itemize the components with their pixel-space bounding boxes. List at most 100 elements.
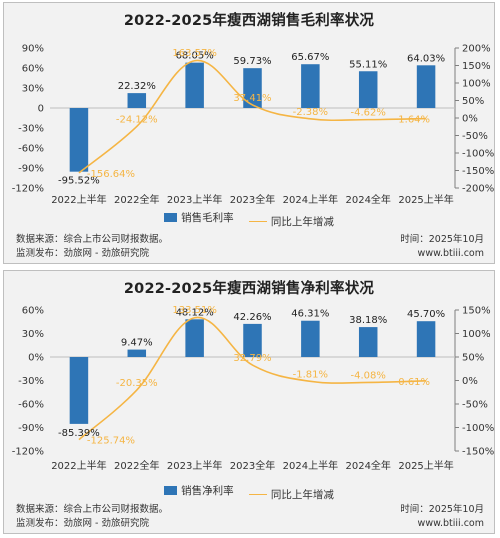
bar-value-label: 64.03% (407, 53, 445, 64)
bar-value-label: -95.52% (58, 176, 100, 187)
right-axis-tick-label: -100% (462, 149, 494, 160)
source-line-2: 监测发布：劲旅网 - 劲旅研究院 (16, 518, 149, 529)
source-note: 数据来源：综合上市公司财报数据。 监测发布：劲旅网 - 劲旅研究院 (16, 233, 168, 261)
left-axis-tick-label: 30% (22, 84, 44, 95)
line-value-label: 133.51% (172, 305, 217, 316)
left-axis-tick-label: -60% (18, 400, 44, 411)
left-axis-tick-label: -60% (18, 144, 44, 155)
bar-value-label: 59.73% (233, 56, 271, 67)
chart-panel-net-margin: 60% 30% 0% -30% -60% -90% -120% 150% 100% 50% 0% -5… (3, 270, 495, 534)
bar-value-label: -85.39% (58, 428, 100, 439)
right-axis-tick-label: 0% (462, 114, 478, 125)
x-axis-category-label: 2024上半年 (283, 193, 338, 206)
left-axis-tick-label: -90% (18, 423, 44, 434)
bar (185, 319, 204, 357)
legend-swatch-line (248, 494, 267, 495)
x-axis-category-label: 2023全年 (230, 193, 275, 206)
legend-label-line: 同比上年增减 (270, 216, 334, 228)
right-axis-tick-label: 50% (462, 96, 484, 107)
legend-item-bar: 销售毛利率 (164, 210, 234, 225)
left-axis-tick-label: 60% (22, 64, 44, 75)
x-axis-category-label: 2025上半年 (398, 193, 453, 206)
legend-swatch-bar (164, 213, 178, 222)
line-value-label: -156.64% (87, 169, 135, 180)
line-value-label: -1.81% (293, 369, 328, 380)
right-axis-tick-label: -50% (462, 400, 488, 411)
left-axis-tick-label: -90% (18, 164, 44, 175)
bar-value-label: 65.67% (291, 52, 329, 63)
chart-title: 2022-2025年瘦西湖销售毛利率状况 (123, 13, 375, 29)
chart-legend: 销售净利率 同比上年增减 (4, 483, 494, 502)
bar-value-label: 22.32% (118, 81, 156, 92)
source-line-1: 数据来源：综合上市公司财报数据。 (16, 234, 169, 245)
line-value-label: -24.12% (116, 114, 158, 125)
bar-value-label: 48.12% (176, 307, 214, 318)
source-note: 数据来源：综合上市公司财报数据。 监测发布：劲旅网 - 劲旅研究院 (16, 503, 168, 531)
legend-swatch-bar (164, 486, 178, 495)
date-note: 时间：2025年10月 www.btiii.com (400, 503, 484, 531)
bar (185, 62, 204, 108)
left-axis-tick-label: 90% (22, 44, 44, 55)
bar (69, 108, 89, 172)
left-axis-tick-label: -30% (18, 124, 44, 135)
chart-title: 2022-2025年瘦西湖销售净利率状况 (123, 281, 375, 297)
x-axis-category-label: 2022全年 (114, 459, 159, 472)
right-axis-tick-label: -200% (462, 184, 494, 195)
right-axis-tick-label: -100% (462, 423, 494, 434)
x-axis-category-label: 2023全年 (230, 459, 275, 472)
bar (416, 321, 436, 357)
bar-value-label: 55.11% (349, 59, 387, 70)
bar (358, 71, 378, 108)
chart-net-margin: 60% 30% 0% -30% -60% -90% -120% 150% 100% 50% 0% -5… (12, 305, 494, 472)
legend-item-bar: 销售净利率 (164, 483, 234, 498)
x-axis-category-label: 2022全年 (114, 193, 159, 206)
x-axis-category-label: 2022上半年 (51, 459, 106, 472)
line-value-label: 163.57% (172, 48, 217, 59)
series-line (78, 316, 427, 441)
bar-value-label: 68.05% (176, 51, 214, 62)
legend-swatch-line (248, 221, 267, 222)
right-axis-tick-label: 50% (462, 353, 484, 364)
line-value-label: 32.79% (233, 353, 271, 364)
line-value-label: -4.62% (351, 108, 386, 119)
x-axis-category-label: 2023上半年 (167, 459, 222, 472)
left-axis-tick-label: 60% (22, 306, 44, 317)
bar (69, 357, 89, 424)
legend-item-line: 同比上年增减 (248, 214, 334, 229)
right-axis-tick-label: 150% (462, 306, 491, 317)
legend-label-line: 同比上年增减 (270, 489, 334, 501)
right-axis-tick-label: 100% (462, 329, 491, 340)
right-axis-tick-label: -150% (462, 447, 494, 458)
bar-value-label: 46.31% (291, 309, 329, 320)
source-line-1: 数据来源：综合上市公司财报数据。 (16, 504, 169, 515)
left-axis-tick-label: -120% (12, 447, 44, 458)
right-axis-tick-label: 100% (462, 79, 491, 90)
legend-item-line: 同比上年增减 (248, 487, 334, 502)
right-axis-tick-label: 0% (462, 376, 478, 387)
left-axis-tick-label: 30% (22, 329, 44, 340)
right-axis-tick-label: -150% (462, 166, 494, 177)
x-axis-category-label: 2025上半年 (398, 459, 453, 472)
chart-legend: 销售毛利率 同比上年增减 (4, 210, 494, 229)
line-value-label: -125.74% (87, 436, 135, 447)
bar (416, 65, 436, 108)
left-axis-tick-label: -120% (12, 184, 44, 195)
line-value-label: -4.08% (351, 370, 386, 381)
date-line-2: www.btiii.com (417, 248, 484, 259)
left-axis-tick-label: 0% (28, 353, 44, 364)
date-line-1: 时间：2025年10月 (400, 234, 484, 245)
bar (358, 327, 378, 357)
bar (301, 64, 320, 108)
date-line-2: www.btiii.com (417, 518, 484, 529)
chart-panel-gross-margin: 90% 60% 30% 0 -30% -60% -90% -120% 200% 150% 100% 5… (3, 2, 495, 264)
legend-label-bar: 销售毛利率 (181, 212, 234, 224)
left-axis-tick-label: -30% (18, 376, 44, 387)
legend-label-bar: 销售净利率 (181, 485, 234, 497)
bar (127, 349, 147, 357)
line-value-label: -1.64% (395, 115, 430, 126)
bar-value-label: 45.70% (407, 309, 445, 320)
chart-gross-margin: 90% 60% 30% 0 -30% -60% -90% -120% 200% 150% 100% 5… (12, 44, 494, 207)
x-axis-category-label: 2024全年 (345, 459, 390, 472)
right-axis-tick-label: -50% (462, 131, 488, 142)
bar-value-label: 9.47% (121, 338, 153, 349)
